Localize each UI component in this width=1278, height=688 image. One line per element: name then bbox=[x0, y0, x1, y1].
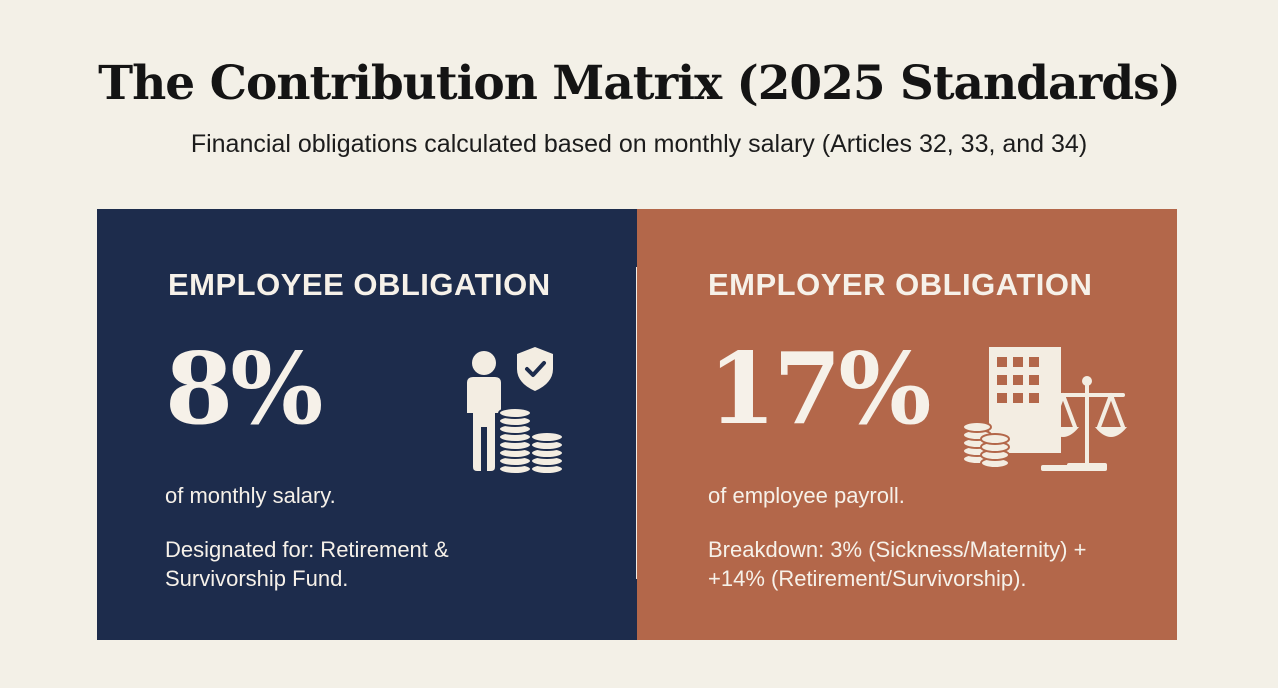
employer-heading: EMPLOYER OBLIGATION bbox=[708, 267, 1093, 302]
employer-basis: of employee payroll. bbox=[708, 483, 905, 508]
employer-description: Breakdown: 3% (Sickness/Maternity) + +14… bbox=[708, 535, 1168, 593]
page-subtitle: Financial obligations calculated based o… bbox=[190, 130, 1088, 158]
employer-description-line-2: +14% (Retirement/Survivorship). bbox=[708, 566, 1027, 591]
employee-description: Designated for: Retirement & Survivorshi… bbox=[165, 537, 449, 591]
building-scales-coins-icon bbox=[962, 347, 1127, 471]
employer-rate: 17% bbox=[708, 332, 931, 447]
employee-heading: EMPLOYEE OBLIGATION bbox=[168, 267, 551, 302]
employee-basis: of monthly salary. bbox=[165, 483, 336, 508]
page-title: The Contribution Matrix (2025 Standards) bbox=[98, 56, 1181, 111]
employee-rate: 8% bbox=[165, 332, 323, 447]
employee-panel: EMPLOYEE OBLIGATION 8% of monthly salar bbox=[97, 209, 637, 640]
employer-panel: EMPLOYER OBLIGATION 17% bbox=[637, 209, 1177, 640]
employer-description-line-1: Breakdown: 3% (Sickness/Maternity) + bbox=[708, 537, 1087, 562]
person-shield-coins-icon bbox=[467, 347, 564, 475]
